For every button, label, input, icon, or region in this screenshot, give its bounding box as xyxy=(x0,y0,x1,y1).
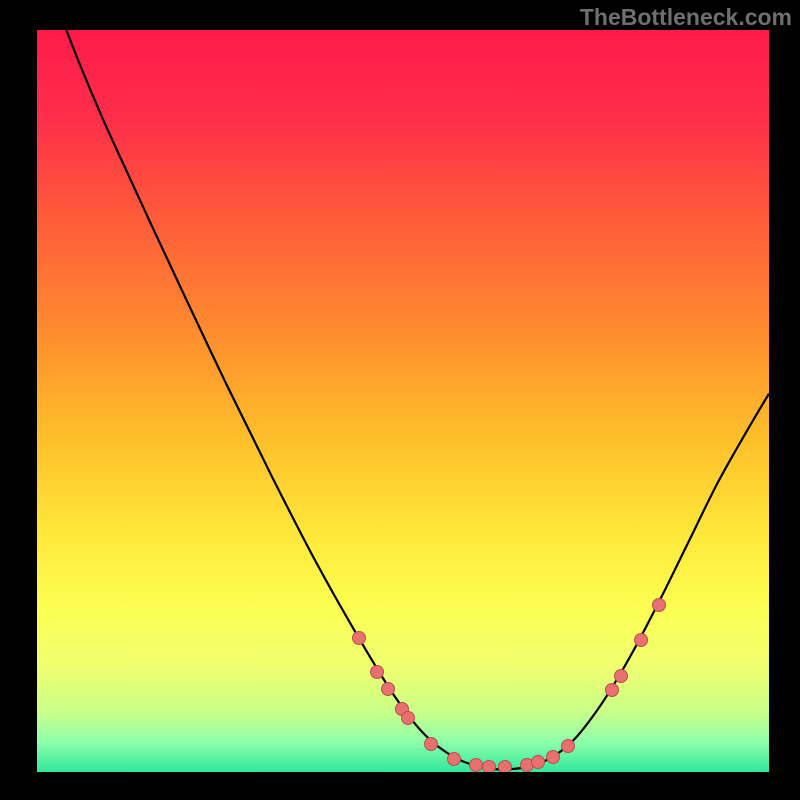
data-marker xyxy=(447,752,461,766)
data-marker xyxy=(531,755,545,769)
data-marker xyxy=(370,665,384,679)
data-marker xyxy=(401,711,415,725)
data-marker xyxy=(605,683,619,697)
data-marker xyxy=(614,669,628,683)
data-marker xyxy=(424,737,438,751)
chart-canvas: TheBottleneck.com xyxy=(0,0,800,800)
data-marker xyxy=(469,758,483,772)
watermark-text: TheBottleneck.com xyxy=(580,4,792,31)
plot-area xyxy=(37,30,769,772)
data-marker xyxy=(482,760,496,772)
data-marker xyxy=(546,750,560,764)
data-marker xyxy=(561,739,575,753)
data-marker xyxy=(381,682,395,696)
curve-layer xyxy=(37,30,769,772)
data-marker xyxy=(352,631,366,645)
bottleneck-curve xyxy=(66,30,769,769)
data-marker xyxy=(652,598,666,612)
data-marker xyxy=(498,760,512,772)
data-marker xyxy=(634,633,648,647)
